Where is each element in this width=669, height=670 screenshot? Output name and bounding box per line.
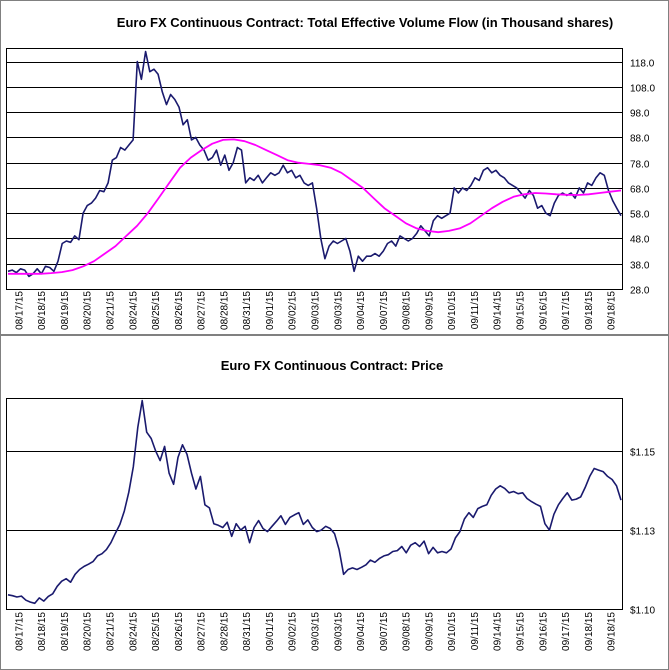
chart-title: Euro FX Continuous Contract: Total Effec… (117, 15, 613, 30)
x-tick-label: 09/08/15 (402, 291, 413, 330)
x-tick-label: 08/28/15 (219, 291, 230, 330)
x-tick-label: 09/14/15 (493, 612, 504, 651)
y-tick-label: 98.0 (630, 109, 650, 120)
x-tick-label: 08/25/15 (151, 291, 162, 330)
x-tick-label: 09/07/15 (379, 612, 390, 651)
chart-title: Euro FX Continuous Contract: Price (221, 358, 443, 373)
y-tick-label: $1.15 (630, 448, 655, 459)
chart-frame (0, 0, 669, 335)
series-line (7, 50, 622, 278)
x-tick-label: 09/16/15 (538, 291, 549, 330)
x-tick-label: 08/21/15 (106, 612, 117, 651)
x-tick-label: 08/19/15 (60, 612, 71, 651)
x-tick-label: 09/08/15 (402, 612, 413, 651)
x-tick-label: 09/11/15 (470, 612, 481, 651)
gridlines (7, 62, 622, 265)
series-group (7, 50, 622, 278)
price-chart: Euro FX Continuous Contract: Price $1.10… (0, 335, 669, 670)
y-tick-label: 48.0 (630, 235, 650, 246)
y-tick-label: 58.0 (630, 210, 650, 221)
y-tick-label: 108.0 (630, 84, 655, 95)
x-tick-label: 09/17/15 (561, 291, 572, 330)
x-tick-label: 08/24/15 (128, 612, 139, 651)
y-tick-label: 38.0 (630, 261, 650, 272)
x-tick-label: 08/27/15 (197, 291, 208, 330)
x-tick-label: 09/04/15 (356, 612, 367, 651)
plot-area (6, 48, 623, 290)
price-chart-panel: Euro FX Continuous Contract: Price $1.10… (0, 335, 669, 670)
x-tick-label: 08/19/15 (60, 291, 71, 330)
y-tick-label: $1.13 (630, 527, 655, 538)
x-tick-label: 09/09/15 (424, 612, 435, 651)
x-tick-label: 09/01/15 (265, 612, 276, 651)
x-tick-label: 08/18/15 (37, 612, 48, 651)
x-axis-tick-labels: 08/17/15 08/18/15 08/19/15 08/20/15 08/21/15… (14, 291, 617, 330)
x-axis-tick-labels: 08/17/15 08/18/15 08/19/15 08/20/15 08/21/15… (14, 612, 617, 651)
x-tick-label: 09/03/15 (311, 291, 322, 330)
x-tick-label: 09/10/15 (447, 291, 458, 330)
y-axis-tick-labels: $1.10 $1.13 $1.15 (630, 448, 655, 617)
x-tick-label: 08/17/15 (14, 612, 25, 651)
x-tick-label: 08/18/15 (37, 291, 48, 330)
x-tick-label: 09/18/15 (607, 612, 618, 651)
x-tick-label: 08/26/15 (174, 291, 185, 330)
x-tick-label: 09/07/15 (379, 291, 390, 330)
y-tick-label: 28.0 (630, 286, 650, 297)
x-tick-label: 08/28/15 (219, 612, 230, 651)
x-tick-label: 09/11/15 (470, 291, 481, 330)
x-tick-label: 08/24/15 (128, 291, 139, 330)
x-tick-label: 09/03/15 (333, 612, 344, 651)
x-tick-label: 09/14/15 (493, 291, 504, 330)
plot-area (6, 398, 623, 610)
x-tick-label: 09/10/15 (447, 612, 458, 651)
y-tick-label: $1.10 (630, 606, 655, 617)
x-tick-label: 09/18/15 (607, 291, 618, 330)
series-group (7, 399, 622, 605)
series-line (7, 399, 622, 605)
x-tick-label: 09/03/15 (311, 612, 322, 651)
x-tick-label: 09/18/15 (584, 291, 595, 330)
x-tick-label: 09/03/15 (333, 291, 344, 330)
x-tick-label: 08/31/15 (242, 291, 253, 330)
x-tick-label: 09/02/15 (288, 612, 299, 651)
x-tick-label: 09/16/15 (538, 612, 549, 651)
x-tick-label: 08/21/15 (106, 291, 117, 330)
x-tick-label: 08/20/15 (83, 291, 94, 330)
moving-average-line (8, 138, 622, 275)
y-tick-label: 88.0 (630, 134, 650, 145)
y-tick-label: 78.0 (630, 160, 650, 171)
x-tick-label: 09/15/15 (516, 291, 527, 330)
x-tick-label: 08/25/15 (151, 612, 162, 651)
volume-flow-chart-panel: Euro FX Continuous Contract: Total Effec… (0, 0, 669, 335)
x-tick-label: 09/17/15 (561, 612, 572, 651)
x-tick-label: 08/20/15 (83, 612, 94, 651)
y-tick-label: 118.0 (630, 59, 655, 70)
x-tick-label: 08/31/15 (242, 612, 253, 651)
x-tick-label: 09/01/15 (265, 291, 276, 330)
x-tick-label: 08/17/15 (14, 291, 25, 330)
x-tick-label: 09/09/15 (424, 291, 435, 330)
x-tick-label: 09/02/15 (288, 291, 299, 330)
x-tick-label: 09/15/15 (516, 612, 527, 651)
x-tick-label: 09/18/15 (584, 612, 595, 651)
x-tick-label: 08/26/15 (174, 612, 185, 651)
x-tick-label: 08/27/15 (197, 612, 208, 651)
chart-frame (0, 335, 669, 670)
y-tick-label: 68.0 (630, 185, 650, 196)
y-axis-tick-labels: 28.0 38.0 48.0 58.0 68.0 78.0 88.0 98.0 108.0 118… (630, 59, 655, 297)
x-tick-label: 09/04/15 (356, 291, 367, 330)
volume-flow-chart: Euro FX Continuous Contract: Total Effec… (0, 0, 669, 335)
